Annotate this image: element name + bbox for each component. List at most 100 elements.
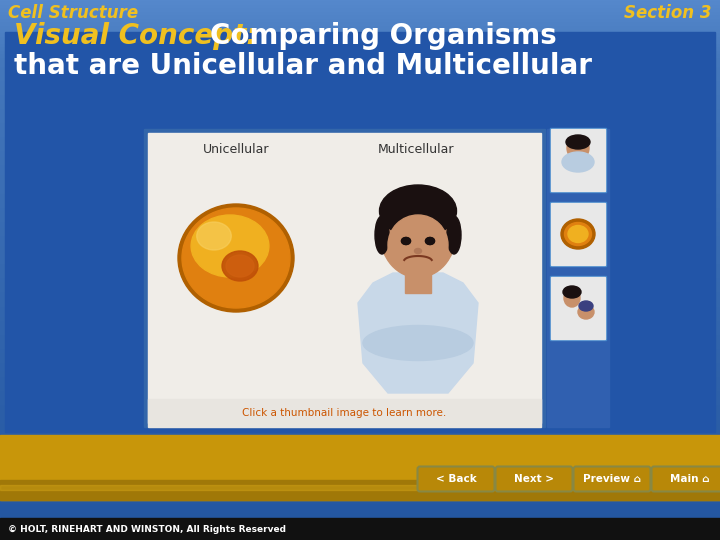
Bar bbox=[0, 498, 720, 499]
Bar bbox=[0, 269, 720, 270]
Bar bbox=[0, 519, 720, 520]
Bar bbox=[0, 12, 720, 13]
Bar bbox=[0, 118, 720, 119]
Bar bbox=[0, 256, 720, 257]
Bar bbox=[0, 109, 720, 110]
Bar bbox=[0, 148, 720, 149]
Bar bbox=[0, 310, 720, 311]
Bar bbox=[0, 86, 720, 87]
Bar bbox=[0, 308, 720, 309]
Bar bbox=[0, 129, 720, 130]
Bar bbox=[0, 455, 720, 456]
Bar bbox=[0, 392, 720, 393]
Bar bbox=[0, 486, 720, 487]
Bar bbox=[0, 514, 720, 515]
Bar bbox=[0, 446, 720, 447]
Bar bbox=[0, 44, 720, 45]
FancyBboxPatch shape bbox=[652, 467, 720, 491]
Bar bbox=[0, 242, 720, 243]
Bar bbox=[0, 288, 720, 289]
Bar bbox=[0, 297, 720, 298]
Bar bbox=[0, 26, 720, 27]
Bar bbox=[0, 55, 720, 56]
Bar bbox=[0, 449, 720, 450]
Bar bbox=[0, 420, 720, 421]
Bar bbox=[0, 509, 720, 510]
Bar bbox=[551, 277, 605, 339]
Bar bbox=[0, 116, 720, 117]
Bar bbox=[0, 318, 720, 319]
Bar bbox=[0, 431, 720, 432]
Bar bbox=[0, 21, 720, 22]
Bar bbox=[0, 180, 720, 181]
Bar bbox=[0, 182, 720, 183]
Bar bbox=[0, 167, 720, 168]
Ellipse shape bbox=[567, 136, 589, 160]
Bar bbox=[0, 328, 720, 329]
Bar bbox=[0, 281, 720, 282]
Bar bbox=[0, 262, 720, 263]
Bar bbox=[0, 335, 720, 336]
Bar bbox=[0, 324, 720, 325]
Bar bbox=[0, 491, 720, 492]
Bar bbox=[0, 130, 720, 131]
Bar bbox=[0, 521, 720, 522]
Bar bbox=[0, 219, 720, 220]
Bar bbox=[0, 413, 720, 414]
Bar bbox=[0, 309, 720, 310]
Bar bbox=[0, 228, 720, 229]
Bar bbox=[0, 339, 720, 340]
Bar bbox=[0, 471, 720, 472]
Bar bbox=[0, 386, 720, 387]
Bar bbox=[0, 272, 720, 273]
Bar bbox=[5, 32, 715, 432]
Bar bbox=[0, 357, 720, 358]
Bar bbox=[0, 59, 720, 60]
Bar bbox=[0, 360, 720, 361]
Bar bbox=[0, 100, 720, 101]
Bar bbox=[0, 394, 720, 395]
Bar bbox=[0, 68, 720, 69]
Bar bbox=[0, 425, 720, 426]
Bar bbox=[0, 352, 720, 353]
Bar bbox=[0, 84, 720, 85]
Bar bbox=[0, 441, 720, 442]
Bar bbox=[0, 382, 720, 383]
Bar bbox=[0, 261, 720, 262]
Bar bbox=[0, 438, 720, 439]
Bar bbox=[0, 355, 720, 356]
Bar bbox=[0, 478, 720, 479]
Bar bbox=[0, 527, 720, 528]
Bar bbox=[0, 30, 720, 31]
Bar bbox=[0, 105, 720, 106]
Bar bbox=[0, 466, 720, 467]
Bar bbox=[0, 152, 720, 153]
Bar bbox=[0, 90, 720, 91]
Bar bbox=[405, 265, 431, 293]
Bar bbox=[0, 410, 720, 411]
Bar bbox=[0, 50, 720, 51]
Bar bbox=[0, 349, 720, 350]
Bar bbox=[0, 250, 720, 251]
Bar bbox=[0, 121, 720, 122]
Bar bbox=[0, 298, 720, 299]
Bar bbox=[0, 513, 720, 514]
Bar bbox=[0, 151, 720, 152]
Bar bbox=[0, 282, 720, 283]
Bar bbox=[0, 4, 720, 5]
Bar bbox=[0, 365, 720, 366]
Bar bbox=[0, 490, 720, 491]
Bar bbox=[0, 326, 720, 327]
Bar bbox=[0, 120, 720, 121]
Bar bbox=[0, 522, 720, 523]
Bar bbox=[0, 244, 720, 245]
Bar bbox=[0, 397, 720, 398]
Bar bbox=[0, 435, 720, 500]
Bar bbox=[0, 207, 720, 208]
Bar bbox=[0, 485, 720, 486]
Bar bbox=[0, 493, 720, 494]
Bar bbox=[0, 377, 720, 378]
Ellipse shape bbox=[222, 251, 258, 281]
Bar bbox=[0, 353, 720, 354]
Bar bbox=[0, 350, 720, 351]
